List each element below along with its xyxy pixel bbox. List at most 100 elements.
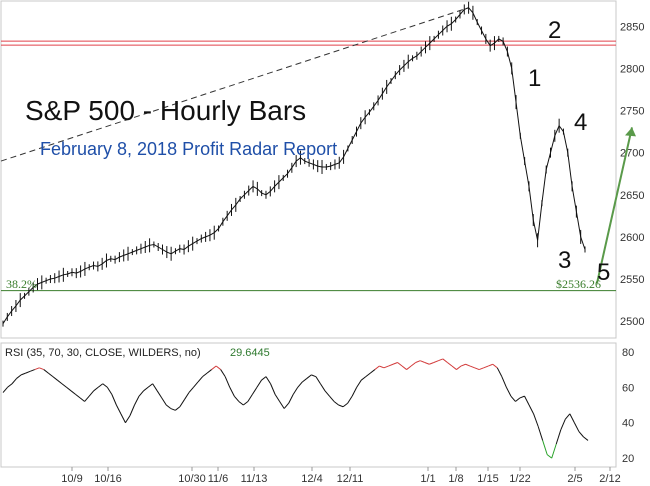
wave-label-4: 4 (574, 109, 587, 136)
rsi-segment (61, 383, 67, 388)
trendline (0, 7, 469, 162)
rsi-segment (505, 387, 512, 397)
rsi-segment (488, 363, 493, 367)
rsi-segment (551, 443, 557, 459)
rsi-segment (338, 404, 344, 408)
price-y-tick-labels: 2500 2550 2600 2650 2700 2750 2800 2850 (620, 21, 644, 328)
rsi-segment (573, 422, 580, 432)
rsi-segment (138, 390, 144, 397)
rsi-segment (388, 363, 394, 367)
rsi-segment (578, 431, 584, 438)
rsi-panel-frame (0, 342, 617, 468)
rsi-segment (79, 397, 85, 402)
x-tick-labels: 10/9 10/16 10/30 11/6 11/13 12/4 12/11 1/1 1/8 1/… (61, 467, 621, 485)
wave-label-3: 3 (558, 247, 571, 274)
rsi-segment (197, 376, 203, 383)
projection-arrow-shaft (596, 127, 633, 284)
rsi-segment (410, 362, 416, 367)
rsi-segment (519, 395, 525, 399)
rsi-segment (16, 374, 22, 379)
rsi-segment (211, 365, 217, 370)
rsi-segment (115, 404, 122, 415)
rsi-value: 29.6445 (230, 347, 270, 359)
rsi-segment (496, 367, 503, 377)
rsi-segment (84, 395, 90, 402)
rsi-segment (106, 387, 113, 395)
price-y-tick: 2500 (620, 316, 644, 328)
x-tick: 1/1 (420, 473, 435, 485)
rsi-segment (170, 408, 176, 411)
rsi-segment (347, 395, 353, 404)
rsi-segment (333, 401, 339, 406)
rsi-series (2, 358, 589, 459)
rsi-segment (30, 369, 35, 372)
rsi-segment (34, 367, 40, 371)
rsi-segment (370, 369, 376, 374)
rsi-segment (456, 365, 462, 370)
rsi-segment (401, 365, 407, 370)
rsi-segment (542, 440, 548, 455)
rsi-segment (546, 454, 553, 459)
rsi-segment (438, 358, 444, 362)
rsi-segment (238, 401, 244, 406)
rsi-segment (537, 426, 544, 441)
rsi-segment (43, 369, 49, 374)
rsi-segment (165, 404, 172, 409)
rsi-y-tick: 20 (622, 453, 634, 465)
rsi-segment (251, 387, 258, 395)
wave-label-2: 2 (548, 17, 561, 44)
price-line (2, 7, 586, 324)
rsi-segment (256, 379, 262, 388)
rsi-segment (70, 390, 76, 395)
x-tick: 11/13 (241, 473, 268, 485)
rsi-segment (533, 413, 539, 427)
rsi-segment (356, 379, 362, 388)
rsi-segment (129, 404, 135, 416)
rsi-segment (451, 365, 457, 370)
rsi-segment (20, 372, 26, 376)
rsi-segment (564, 413, 571, 420)
price-y-tick: 2550 (620, 274, 644, 286)
rsi-segment (424, 362, 430, 365)
rsi-segment (283, 402, 290, 409)
x-tick: 2/5 (567, 473, 582, 485)
rsi-segment (93, 386, 99, 392)
rsi-segment (161, 397, 167, 406)
price-y-tick: 2600 (620, 232, 644, 244)
rsi-segment (143, 386, 149, 392)
rsi-segment (206, 369, 212, 374)
projection-arrow (596, 127, 636, 284)
rsi-segment (125, 415, 131, 423)
price-y-tick: 2800 (620, 63, 644, 75)
rsi-segment (152, 383, 158, 392)
rsi-segment (233, 395, 240, 402)
x-tick: 1/8 (448, 473, 463, 485)
rsi-segment (265, 376, 271, 385)
rsi-segment (288, 394, 294, 404)
rsi-segment (48, 372, 54, 378)
rsi-y-tick-labels: 20 40 60 80 (622, 347, 634, 465)
rsi-segment (88, 390, 95, 397)
rsi-segment (111, 394, 117, 406)
price-y-tick: 2850 (620, 21, 644, 33)
rsi-segment (420, 360, 425, 363)
fib-level-label: 38.2% (6, 277, 37, 291)
fib-price-label: $2536.26 (556, 277, 601, 291)
rsi-segment (147, 383, 153, 388)
rsi-segment (429, 362, 434, 365)
rsi-segment (555, 429, 562, 445)
price-panel-frame (0, 0, 617, 339)
rsi-segment (492, 363, 498, 369)
rsi-y-tick: 60 (622, 382, 634, 394)
rsi-segment (365, 372, 371, 378)
rsi-segment (483, 365, 489, 369)
rsi-segment (469, 365, 475, 369)
rsi-segment (202, 372, 208, 378)
rsi-segment (460, 363, 466, 367)
rsi-segment (270, 383, 276, 395)
rsi-segment (383, 365, 389, 369)
chart-subtitle: February 8, 2018 Profit Radar Report (40, 139, 337, 159)
rsi-segment (515, 397, 521, 402)
rsi-segment (351, 387, 358, 397)
